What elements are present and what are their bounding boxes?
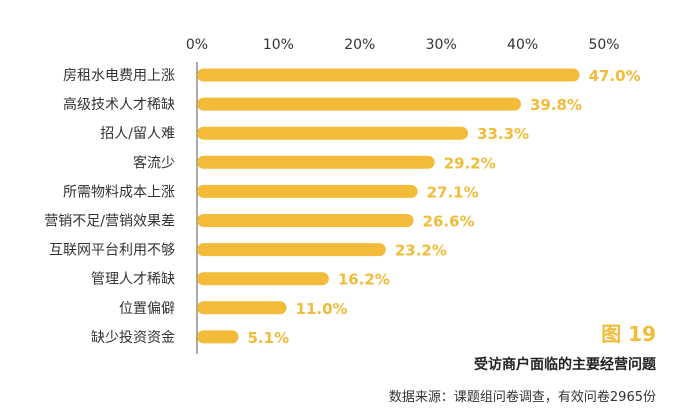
x-tick-label: 20% [344,37,375,53]
bar [197,272,329,286]
value-labels: 47.0% 39.8%33.3% 29.2% 27.1% 26.6% 23.2% 16.2%… [248,67,641,347]
bar [197,243,386,257]
x-axis-ticks: 0% 10% 20% 30% 40% 50% [186,37,620,53]
category-label: 缺少投资资金 [91,330,175,346]
x-tick-label: 30% [426,37,457,53]
bar [197,97,521,111]
bar [197,214,414,227]
figure-number: 图 19 [601,322,656,346]
x-tick-label: 0% [186,37,208,53]
bar [197,301,287,315]
value-label: 23.2% [395,242,447,260]
category-label: 高级技术人才稀缺 [63,96,175,113]
bar [197,155,435,169]
category-labels: 房租水电费用上涨高级技术人才稀缺招人/留人难客流少所需物料成本上涨营销不足/营销… [44,68,175,346]
bars [197,68,580,344]
value-label: 26.6% [423,213,475,231]
value-label: 29.2% [444,154,496,172]
data-source-note: 数据来源：课题组问卷调查，有效问卷2965份 [388,390,656,405]
category-label: 所需物料成本上涨 [63,184,175,200]
value-label: 16.2% [338,271,390,289]
bar [197,184,418,198]
x-tick-label: 10% [263,37,294,53]
bar [197,330,239,344]
bar [197,126,469,140]
value-label: 39.8% [530,96,582,114]
chart-title: 受访商户面临的主要经营问题 [474,357,656,373]
value-label: 33.3% [477,125,529,143]
category-label: 客流少 [133,154,175,171]
category-label: 房租水电费用上涨 [63,68,175,84]
value-label: 27.1% [427,183,479,201]
category-label: 招人/留人难 [100,126,175,142]
bar [197,68,580,82]
category-label: 位置偏僻 [119,301,175,317]
value-label: 5.1% [248,329,290,347]
category-label: 营销不足/营销效果差 [44,214,175,230]
value-label: 47.0% [589,67,641,85]
category-label: 互联网平台利用不够 [49,243,175,259]
category-label: 管理人才稀缺 [91,272,175,288]
x-tick-label: 40% [507,37,538,53]
x-tick-label: 50% [588,37,619,53]
value-label: 11.0% [296,300,348,318]
